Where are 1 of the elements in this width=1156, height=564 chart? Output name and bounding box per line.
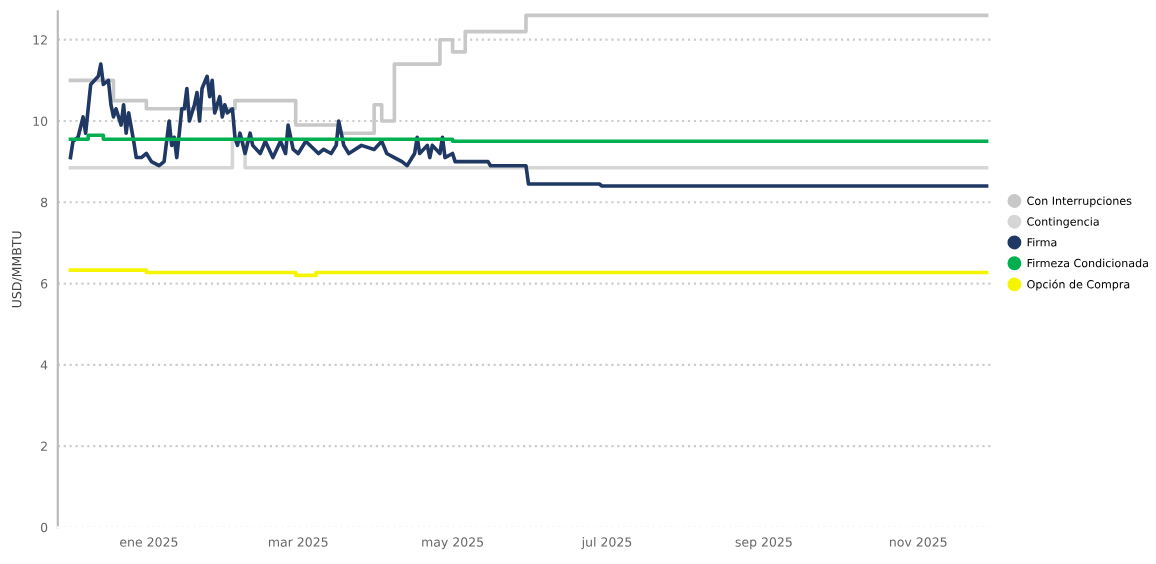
line-series — [68, 62, 989, 188]
